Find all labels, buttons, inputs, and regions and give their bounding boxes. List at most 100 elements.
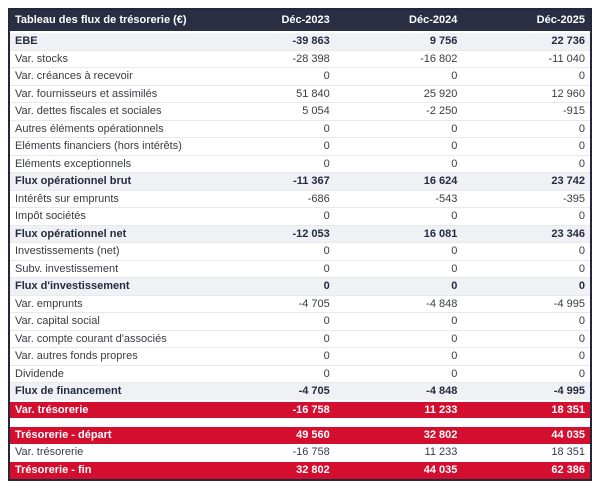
row-value: 5 054 (207, 102, 335, 121)
row-label: Impôt sociétés (10, 207, 208, 226)
row-value: 62 386 (462, 460, 590, 479)
table-row: EBE -39 863 9 756 22 736 (10, 32, 590, 51)
row-value: -39 863 (207, 32, 335, 51)
row-value: -4 848 (334, 295, 463, 313)
cashflow-table: Tableau des flux de trésorerie (€) Déc-2… (8, 8, 592, 481)
row-value: 0 (334, 312, 463, 331)
row-value: -4 848 (334, 382, 463, 401)
table-row: Autres éléments opérationnels 0 0 0 (10, 120, 590, 138)
table-header-row: Tableau des flux de trésorerie (€) Déc-2… (10, 10, 590, 33)
row-label: Var. emprunts (10, 295, 208, 313)
table-row: Subv. investissement 0 0 0 (10, 260, 590, 278)
row-label: Flux opérationnel net (10, 225, 208, 243)
table-row: Flux opérationnel brut -11 367 16 624 23 74… (10, 172, 590, 191)
row-value: 25 920 (334, 85, 463, 103)
table-row: Var. fournisseurs et assimilés 51 840 25 9… (10, 85, 590, 103)
row-label: Subv. investissement (10, 260, 208, 278)
row-value: 23 742 (462, 172, 590, 191)
table-row: Var. autres fonds propres 0 0 0 (10, 347, 590, 366)
column-header-dec-2024: Déc-2024 (334, 10, 463, 33)
table-row: Investissements (net) 0 0 0 (10, 242, 590, 261)
row-value: 0 (462, 260, 590, 278)
row-value: -915 (462, 102, 590, 121)
cashflow-table-grid: Tableau des flux de trésorerie (€) Déc-2… (10, 10, 590, 479)
row-value: 16 081 (334, 225, 463, 243)
row-value: 44 035 (462, 425, 590, 444)
row-value: 0 (462, 155, 590, 173)
row-label: Var. capital social (10, 312, 208, 331)
row-value: 32 802 (207, 460, 335, 479)
table-row: Var. créances à recevoir 0 0 0 (10, 67, 590, 86)
row-value: 0 (334, 347, 463, 366)
row-value: 22 736 (462, 32, 590, 51)
row-label: Var. trésorerie (10, 399, 208, 418)
row-label: Var. fournisseurs et assimilés (10, 85, 208, 103)
table-row: Flux opérationnel net -12 053 16 081 23 346 (10, 225, 590, 243)
row-value: 0 (334, 260, 463, 278)
row-value: 0 (207, 365, 335, 383)
table-row: Flux d'investissement 0 0 0 (10, 277, 590, 296)
row-value: 0 (334, 330, 463, 348)
row-value: -4 705 (207, 382, 335, 401)
row-label: Eléments financiers (hors intérêts) (10, 137, 208, 156)
row-value: 44 035 (334, 460, 463, 479)
row-value: 0 (462, 207, 590, 226)
row-value: 49 560 (207, 425, 335, 444)
row-value: -543 (334, 190, 463, 208)
row-label: Eléments exceptionnels (10, 155, 208, 173)
table-row: Flux de financement -4 705 -4 848 -4 995 (10, 382, 590, 401)
table-row: Trésorerie - départ 49 560 32 802 44 035 (10, 425, 590, 444)
table-row: Var. emprunts -4 705 -4 848 -4 995 (10, 295, 590, 313)
row-value: 32 802 (334, 425, 463, 444)
row-value: 0 (334, 365, 463, 383)
row-value: -4 705 (207, 295, 335, 313)
row-value: 0 (334, 155, 463, 173)
row-value: 0 (334, 120, 463, 138)
row-value: -16 758 (207, 443, 335, 462)
row-value: -11 367 (207, 172, 335, 191)
row-value: -2 250 (334, 102, 463, 121)
row-label: Investissements (net) (10, 242, 208, 261)
row-value: 0 (462, 277, 590, 296)
row-label: EBE (10, 32, 208, 51)
row-value: 0 (207, 330, 335, 348)
row-label: Var. compte courant d'associés (10, 330, 208, 348)
row-value: 12 960 (462, 85, 590, 103)
table-title: Tableau des flux de trésorerie (€) (10, 10, 208, 33)
row-value: -16 802 (334, 50, 463, 68)
row-value: 0 (207, 120, 335, 138)
row-value: 0 (462, 312, 590, 331)
row-value: -4 995 (462, 382, 590, 401)
row-value: 51 840 (207, 85, 335, 103)
row-value: -16 758 (207, 399, 335, 418)
row-label: Dividende (10, 365, 208, 383)
section-gap-cell (10, 418, 590, 426)
row-label: Var. trésorerie (10, 443, 208, 462)
row-value: 0 (334, 137, 463, 156)
row-label: Var. autres fonds propres (10, 347, 208, 366)
row-label: Intérêts sur emprunts (10, 190, 208, 208)
row-value: 0 (207, 155, 335, 173)
row-value: -686 (207, 190, 335, 208)
row-value: 0 (462, 347, 590, 366)
table-row: Intérêts sur emprunts -686 -543 -395 (10, 190, 590, 208)
row-value: 0 (462, 120, 590, 138)
table-row: Var. stocks -28 398 -16 802 -11 040 (10, 50, 590, 68)
row-label: Trésorerie - départ (10, 425, 208, 444)
table-body: EBE -39 863 9 756 22 736 Var. stocks -28 398-… (10, 32, 590, 479)
table-row: Dividende 0 0 0 (10, 365, 590, 383)
table-row: Var. trésorerie -16 758 11 233 18 351 (10, 399, 590, 418)
table-row: Trésorerie - fin 32 802 44 035 62 386 (10, 460, 590, 479)
row-value: -12 053 (207, 225, 335, 243)
row-value: 11 233 (334, 399, 463, 418)
row-value: 0 (207, 137, 335, 156)
row-label: Flux d'investissement (10, 277, 208, 296)
row-value: 0 (207, 242, 335, 261)
row-label: Var. créances à recevoir (10, 67, 208, 86)
row-label: Var. dettes fiscales et sociales (10, 102, 208, 121)
row-label: Var. stocks (10, 50, 208, 68)
column-header-dec-2023: Déc-2023 (207, 10, 335, 33)
row-value: 18 351 (462, 443, 590, 462)
row-value: 0 (207, 277, 335, 296)
row-value: 16 624 (334, 172, 463, 191)
